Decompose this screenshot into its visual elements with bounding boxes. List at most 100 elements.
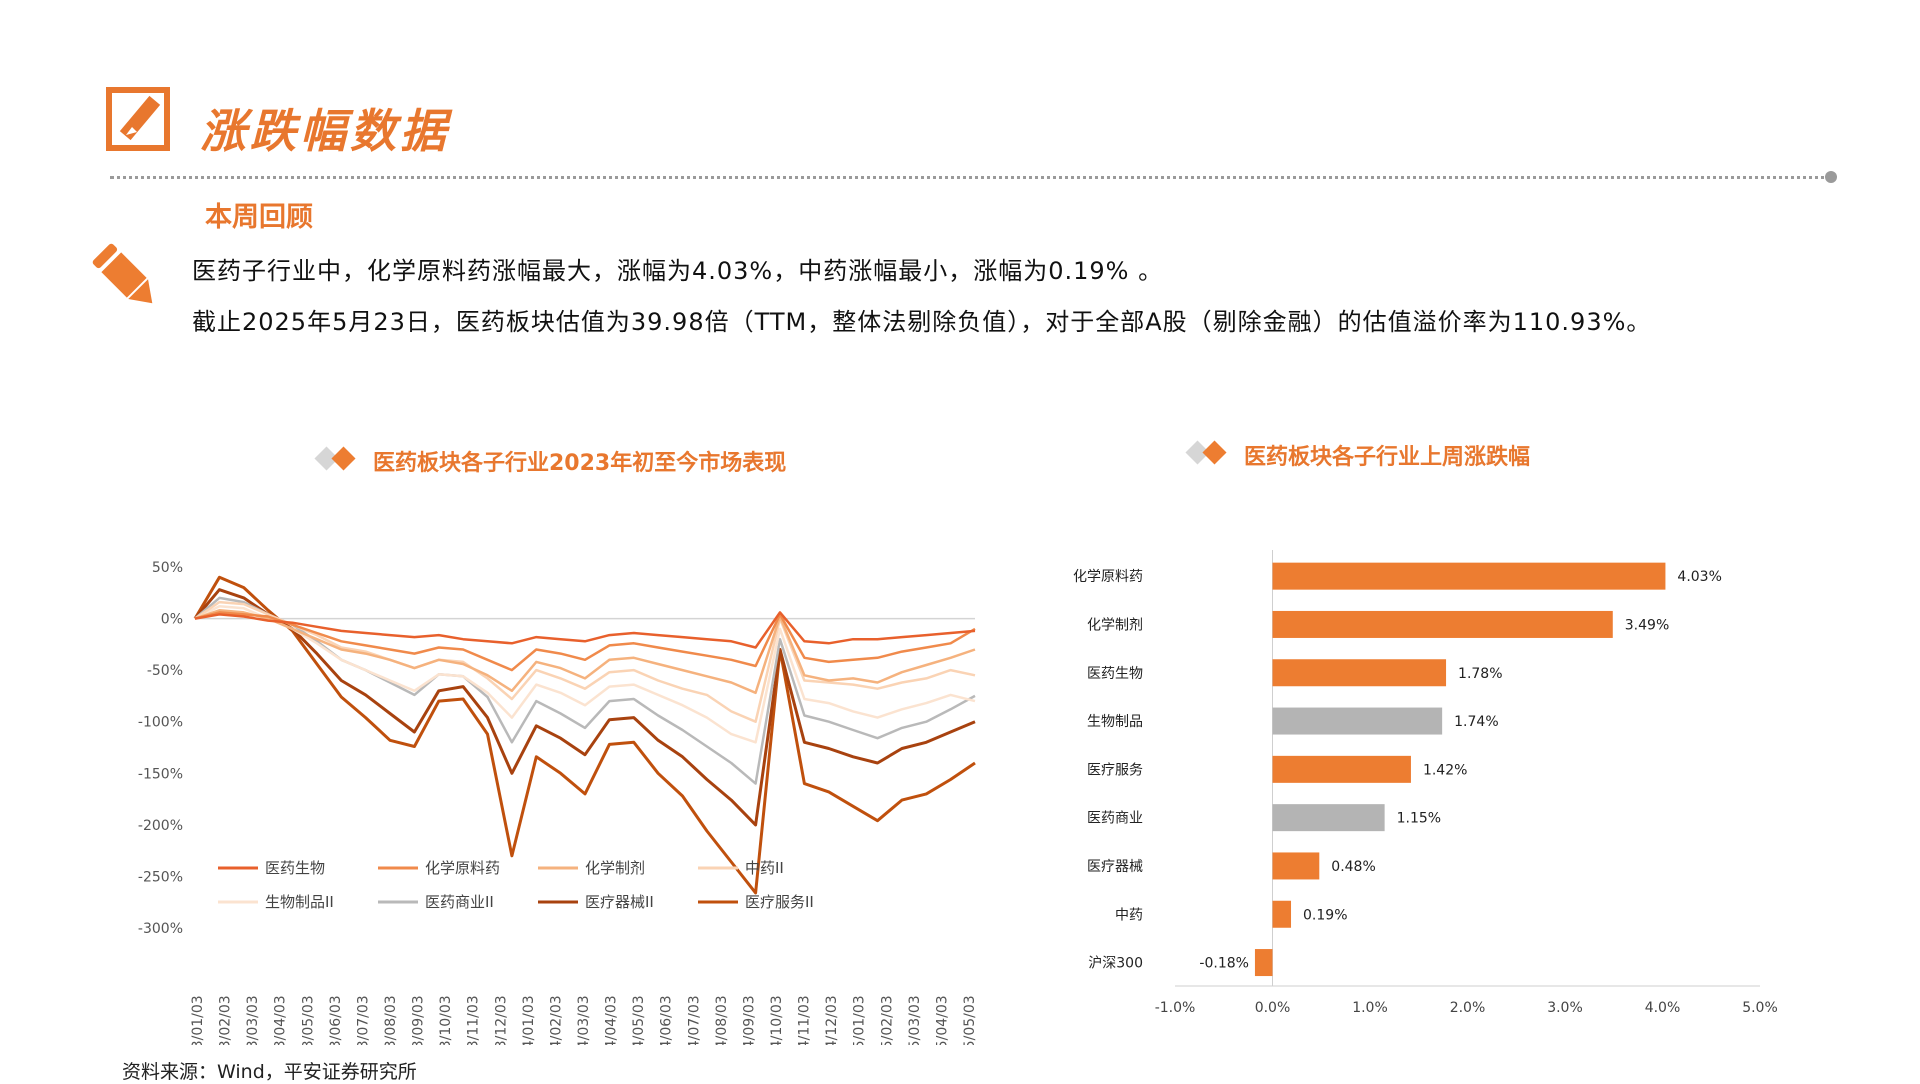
x-tick-label: 2024/06/03 — [659, 995, 675, 1045]
section-title: 本周回顾 — [205, 202, 313, 233]
x-tick-label: 2023/03/03 — [245, 995, 261, 1045]
diamond-icon — [314, 446, 356, 471]
category-label: 沪深300 — [1088, 956, 1143, 972]
bar — [1272, 562, 1666, 590]
x-tick-label: 2023/05/03 — [300, 995, 316, 1045]
x-tick-label: 2025/04/03 — [934, 995, 950, 1045]
x-tick-label: 2024/02/03 — [548, 995, 564, 1045]
x-tick-label: 2025/01/03 — [852, 995, 868, 1045]
bar — [1272, 852, 1320, 880]
data-label: 0.48% — [1331, 859, 1375, 875]
category-label: 化学原料药 — [1073, 569, 1143, 585]
y-tick-label: 0% — [161, 612, 183, 628]
x-tick-label: 2023/04/03 — [273, 995, 289, 1045]
x-tick-label: 4.0% — [1645, 1000, 1681, 1016]
x-tick-label: 2023/07/03 — [355, 995, 371, 1045]
x-tick-label: 1.0% — [1352, 1000, 1388, 1016]
series-line — [193, 588, 976, 827]
series-line — [194, 611, 976, 649]
data-label: 1.15% — [1397, 811, 1441, 827]
x-tick-label: 0.0% — [1255, 1000, 1291, 1016]
data-label: 4.03% — [1677, 569, 1721, 585]
legend-label: 化学原料药 — [425, 859, 500, 877]
y-tick-label: -300% — [138, 921, 183, 937]
legend-label: 医疗器械II — [585, 893, 654, 911]
bar — [1254, 949, 1273, 977]
series-line — [194, 604, 976, 744]
legend-label: 医药生物 — [265, 859, 325, 877]
x-tick-label: 2024/07/03 — [686, 995, 702, 1045]
category-label: 医药商业 — [1087, 811, 1143, 827]
y-tick-label: -50% — [147, 663, 183, 679]
y-tick-label: -250% — [138, 869, 183, 885]
legend-label: 医药商业II — [425, 893, 494, 911]
x-tick-label: 2023/11/03 — [466, 995, 482, 1045]
pencil-icon — [92, 243, 153, 304]
bar — [1272, 755, 1411, 783]
category-label: 医疗服务 — [1087, 762, 1143, 778]
y-tick-label: 50% — [152, 560, 183, 576]
x-tick-label: 2023/01/03 — [190, 995, 206, 1045]
series-line — [194, 611, 976, 672]
x-tick-label: 2025/02/03 — [879, 995, 895, 1045]
y-tick-label: -150% — [138, 766, 183, 782]
x-tick-label: 2025/03/03 — [907, 995, 923, 1045]
x-tick-label: 2024/05/03 — [631, 995, 647, 1045]
bar — [1272, 900, 1292, 928]
series-line — [193, 575, 976, 895]
x-tick-label: 2024/08/03 — [714, 995, 730, 1045]
bar — [1272, 804, 1385, 832]
x-tick-label: 2024/12/03 — [824, 995, 840, 1045]
x-tick-label: 2024/04/03 — [604, 995, 620, 1045]
legend-label: 化学制剂 — [585, 859, 645, 877]
diamond-icon — [1185, 440, 1227, 465]
bar-chart: -1.0% 0.0% 1.0% 2.0% 3.0% 4.0% 5.0% 化学原料药 4.03% 化… — [1073, 550, 1778, 1016]
x-tick-label: 2024/11/03 — [797, 995, 813, 1045]
data-label: 1.78% — [1458, 666, 1502, 682]
category-label: 中药 — [1115, 907, 1143, 923]
legend-label: 生物制品II — [265, 893, 334, 911]
y-tick-label: -100% — [138, 715, 183, 731]
x-tick-label: 3.0% — [1547, 1000, 1583, 1016]
x-tick-label: 2023/10/03 — [438, 995, 454, 1045]
x-tick-label: -1.0% — [1155, 1000, 1196, 1016]
summary-line: 医药子行业中，化学原料药涨幅最大，涨幅为4.03%，中药涨幅最小，涨幅为0.19… — [192, 257, 1164, 285]
category-label: 医药生物 — [1087, 666, 1143, 682]
x-tick-label: 2023/12/03 — [493, 995, 509, 1045]
line-chart-title-block: 医药板块各子行业2023年初至今市场表现 — [313, 443, 833, 476]
bar — [1272, 707, 1443, 735]
divider-dot — [1825, 171, 1837, 183]
source-note: 资料来源：Wind，平安证券研究所 — [122, 1061, 417, 1083]
x-tick-label: 2023/09/03 — [411, 995, 427, 1045]
data-label: 3.49% — [1625, 617, 1669, 633]
bar — [1272, 659, 1447, 687]
series-line — [194, 600, 976, 723]
bar — [1272, 610, 1613, 638]
legend-label: 医疗服务II — [745, 893, 814, 911]
data-label: 1.42% — [1423, 762, 1467, 778]
divider — [110, 176, 1832, 179]
summary-line: 截止2025年5月23日，医药板块估值为39.98倍（TTM，整体法剔除负值），… — [192, 308, 1652, 336]
category-label: 医疗器械 — [1087, 859, 1143, 875]
legend-label: 中药II — [745, 859, 784, 877]
category-label: 化学制剂 — [1087, 617, 1143, 633]
line-chart: 50% 0% -50% -100% -150% -200% -250% -300% 2023/0… — [138, 560, 978, 1045]
category-label: 生物制品 — [1087, 714, 1143, 730]
data-label: -0.18% — [1199, 956, 1249, 972]
bar-chart-title-block: 医药板块各子行业上周涨跌幅 — [1184, 437, 1584, 470]
x-tick-label: 2024/03/03 — [576, 995, 592, 1045]
x-tick-label: 2024/09/03 — [741, 995, 757, 1045]
x-tick-label: 2024/01/03 — [521, 995, 537, 1045]
x-tick-label: 2023/08/03 — [383, 995, 399, 1045]
x-tick-label: 5.0% — [1742, 1000, 1778, 1016]
x-tick-label: 2023/02/03 — [218, 995, 234, 1045]
bar-chart-title: 医药板块各子行业上周涨跌幅 — [1244, 445, 1531, 470]
data-label: 1.74% — [1454, 714, 1498, 730]
x-tick-label: 2025/05/03 — [962, 995, 978, 1045]
page-title: 涨跌幅数据 — [200, 104, 450, 158]
line-chart-title: 医药板块各子行业2023年初至今市场表现 — [373, 451, 787, 476]
x-tick-label: 2023/06/03 — [328, 995, 344, 1045]
x-tick-label: 2024/10/03 — [769, 995, 785, 1045]
edit-icon — [106, 87, 170, 151]
data-label: 0.19% — [1303, 907, 1347, 923]
